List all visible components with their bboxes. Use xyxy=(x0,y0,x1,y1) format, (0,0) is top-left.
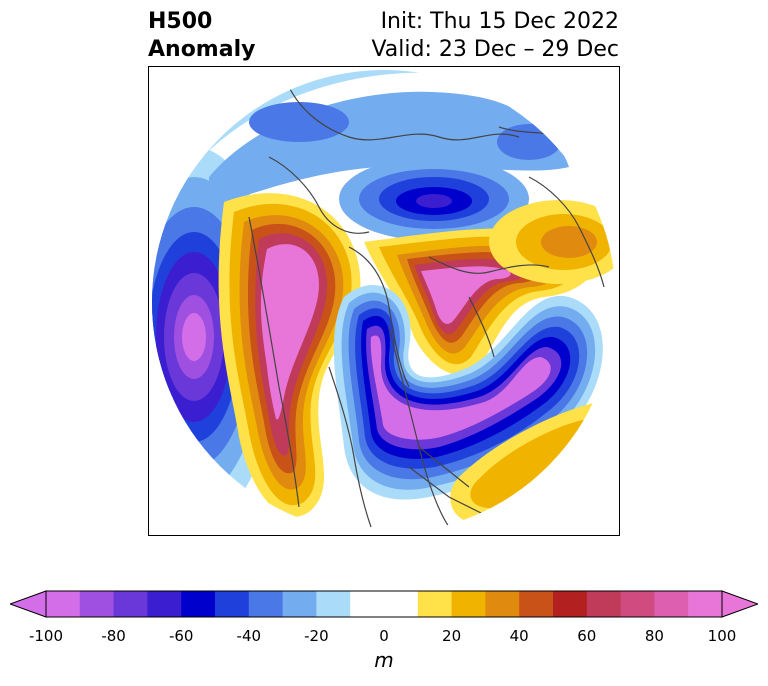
colorbar-tick-label: -40 xyxy=(236,627,262,645)
colorbar-tick-label: -100 xyxy=(28,627,64,645)
colorbar-segment xyxy=(350,591,385,617)
title-right: Init: Thu 15 Dec 2022 Valid: 23 Dec – 29… xyxy=(371,8,619,64)
colorbar-segment xyxy=(46,591,81,617)
positive-anomaly-east xyxy=(489,200,616,284)
map-panel xyxy=(148,66,620,536)
colorbar-segment xyxy=(553,591,588,617)
title-anomaly: Anomaly xyxy=(148,37,256,62)
colorbar-segment xyxy=(113,591,148,617)
colorbar-extend-high xyxy=(721,590,758,618)
colorbar-segment xyxy=(384,591,419,617)
colorbar-segment xyxy=(417,591,453,617)
colorbar-segment xyxy=(654,591,689,617)
colorbar-tick-label: 60 xyxy=(577,627,597,645)
init-date: Init: Thu 15 Dec 2022 xyxy=(380,9,619,34)
colorbar-tick-label: 20 xyxy=(442,627,462,645)
colorbar-tick-label: 0 xyxy=(379,627,389,645)
colorbar-segment xyxy=(519,591,554,617)
colorbar xyxy=(10,590,758,618)
colorbar-segment xyxy=(147,591,182,617)
colorbar-segment xyxy=(620,591,655,617)
colorbar-extend-low xyxy=(10,590,47,618)
colorbar-tick-label: 80 xyxy=(644,627,664,645)
colorbar-unit: m xyxy=(374,648,394,672)
colorbar-segment xyxy=(79,591,115,617)
title-variable: H500 xyxy=(148,9,213,34)
colorbar-segment xyxy=(586,591,622,617)
colorbar-tick-label: 100 xyxy=(707,627,737,645)
colorbar-tick-label: -20 xyxy=(304,627,329,645)
colorbar-segment xyxy=(248,591,284,617)
colorbar-outline xyxy=(45,590,723,618)
colorbar-segment xyxy=(316,591,351,617)
title-left: H500 Anomaly xyxy=(148,8,255,64)
anomaly-map xyxy=(152,70,616,534)
colorbar-tick-label: -60 xyxy=(168,627,194,645)
colorbar-segment xyxy=(688,591,723,617)
positive-anomaly-atlantic xyxy=(450,402,610,523)
colorbar-segment xyxy=(282,591,317,617)
colorbar-tick-label: 40 xyxy=(509,627,529,645)
colorbar-tick-label: -80 xyxy=(101,627,126,645)
negative-anomaly-central xyxy=(339,157,529,241)
valid-range: Valid: 23 Dec – 29 Dec xyxy=(371,37,619,62)
colorbar-segment xyxy=(215,591,250,617)
colorbar-segment xyxy=(451,591,486,617)
colorbar-segment xyxy=(181,591,216,617)
colorbar-segment xyxy=(485,591,520,617)
